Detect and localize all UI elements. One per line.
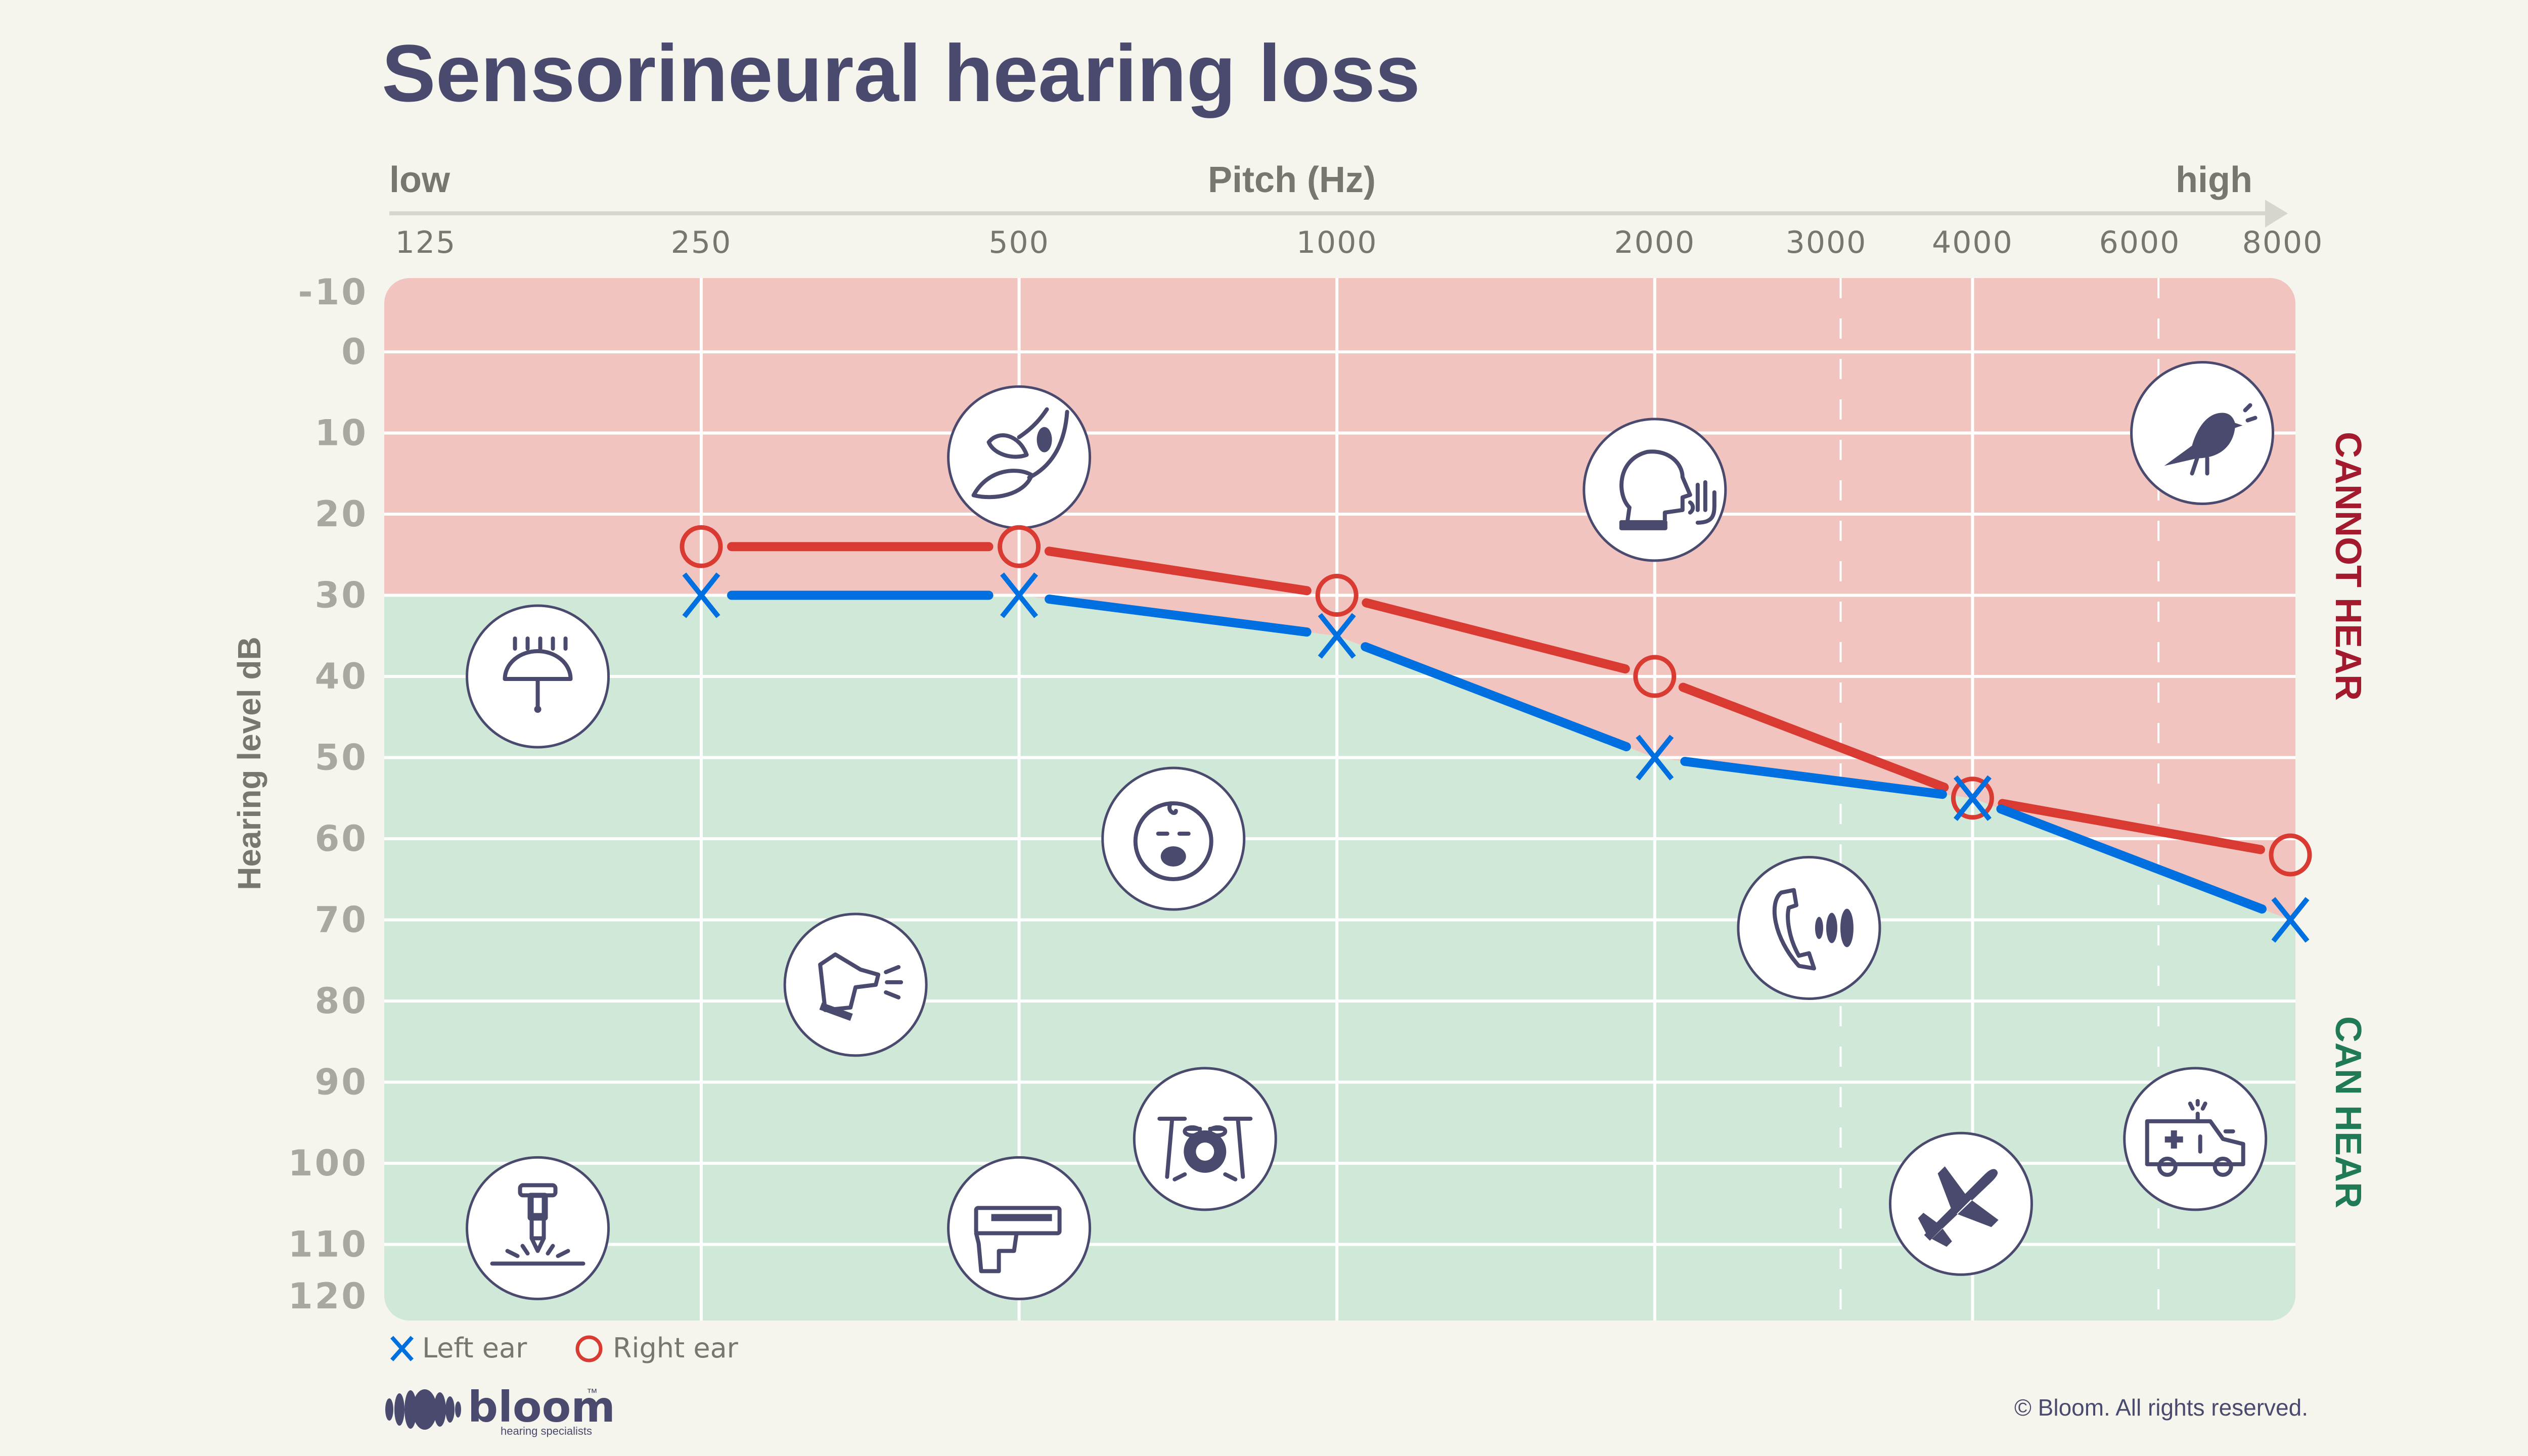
x-tick-label: 4000 [1932,225,2013,260]
data-point-right-ear [1315,574,1359,617]
data-point-left-ear [2271,897,2310,943]
data-point-right-ear [998,525,1041,568]
y-tick-label: 110 [288,1224,368,1265]
data-point-left-ear [1953,775,1992,821]
y-tick-label: 40 [315,656,368,697]
x-axis-title: Pitch (Hz) [1208,160,1376,200]
bird-chirping-icon [2130,361,2275,505]
data-point-right-ear [1951,777,1994,820]
logo-wordmark: bloom [468,1382,615,1432]
x-marker-icon [390,1336,414,1361]
leaves-rustling-icon [947,385,1092,530]
x-tick-label: 3000 [1786,225,1867,260]
x-tick-label: 2000 [1614,225,1695,260]
y-tick-label: 80 [315,980,368,1022]
series-segment [1044,547,1312,596]
legend-right-ear-label: Right ear [613,1332,739,1364]
series-segment [1678,682,1949,792]
legend-item-right-ear: Right ear [575,1332,739,1364]
series-segment [1361,642,1631,752]
bloom-logo: bloom hearing specialists ™ [385,1382,615,1437]
data-point-left-ear [682,572,720,618]
series-segment [1998,799,2265,854]
drum-kit-icon [1133,1067,1277,1211]
data-point-left-ear [1636,735,1674,781]
y-tick-label: 120 [288,1276,368,1317]
y-tick-label: 0 [341,331,368,373]
bloom-wave-icon [385,1389,461,1430]
y-tick-label: 10 [315,413,368,454]
series-segment [1362,598,1630,674]
y-tick-label: 20 [315,493,368,535]
series-segment [1045,595,1312,637]
x-tick-label: 500 [988,225,1050,260]
whisper-icon [1583,418,1727,562]
y-tick-label: 100 [288,1143,368,1184]
sound-icons [466,361,2275,1300]
y-tick-labels: -10 0 10 20 30 40 50 60 70 80 90 100 110 120 [288,271,368,1317]
y-axis-title: Hearing level dB [231,636,267,890]
gun-icon [947,1156,1092,1300]
jackhammer-icon [466,1156,610,1300]
series-segment [1996,804,2267,914]
x-tick-label: 125 [395,225,457,260]
x-tick-label: 1000 [1296,225,1378,260]
legend-left-ear-label: Left ear [422,1332,527,1364]
data-point-right-ear [2269,833,2312,877]
phone-ringing-icon [1737,856,1881,1000]
y-tick-label: 60 [315,818,368,859]
can-hear-label: CAN HEAR [2328,1016,2368,1208]
series-left-ear [682,572,2310,943]
logo-trademark: ™ [586,1386,598,1399]
dog-barking-icon [783,913,928,1057]
x-axis-low-label: low [389,160,450,200]
series-segment [1680,757,1947,799]
cannot-hear-label: CANNOT HEAR [2328,432,2368,701]
y-tick-label: 70 [315,899,368,941]
ambulance-icon [2123,1067,2268,1211]
y-tick-label: 50 [315,737,368,779]
x-tick-labels: 125 250 500 1000 2000 3000 4000 6000 8000 [395,225,2324,260]
baby-crying-icon [1101,766,1246,911]
airplane-icon [1888,1131,2033,1276]
x-axis-arrow [389,200,2288,228]
series-right-ear [680,525,2312,877]
umbrella-rain-icon [466,604,610,749]
y-tick-label: 90 [315,1062,368,1103]
chart-title: Sensorineural hearing loss [382,28,1420,118]
can-hear-zone [384,595,2295,1321]
logo-tagline: hearing specialists [501,1425,592,1437]
data-point-right-ear [680,525,723,568]
x-tick-label: 8000 [2242,225,2324,260]
legend-item-left-ear: Left ear [390,1332,527,1364]
copyright: © Bloom. All rights reserved. [2014,1394,2308,1421]
y-tick-label: 30 [315,575,368,616]
series-layer [680,525,2312,943]
data-point-left-ear [1000,572,1039,618]
data-point-left-ear [1318,613,1356,659]
y-tick-label: -10 [298,271,368,313]
x-axis-high-label: high [2176,160,2252,200]
o-marker-icon [575,1335,603,1362]
x-tick-label: 250 [671,225,732,260]
legend: Left ear Right ear [390,1332,739,1364]
data-point-right-ear [1633,655,1677,698]
x-tick-label: 6000 [2099,225,2181,260]
